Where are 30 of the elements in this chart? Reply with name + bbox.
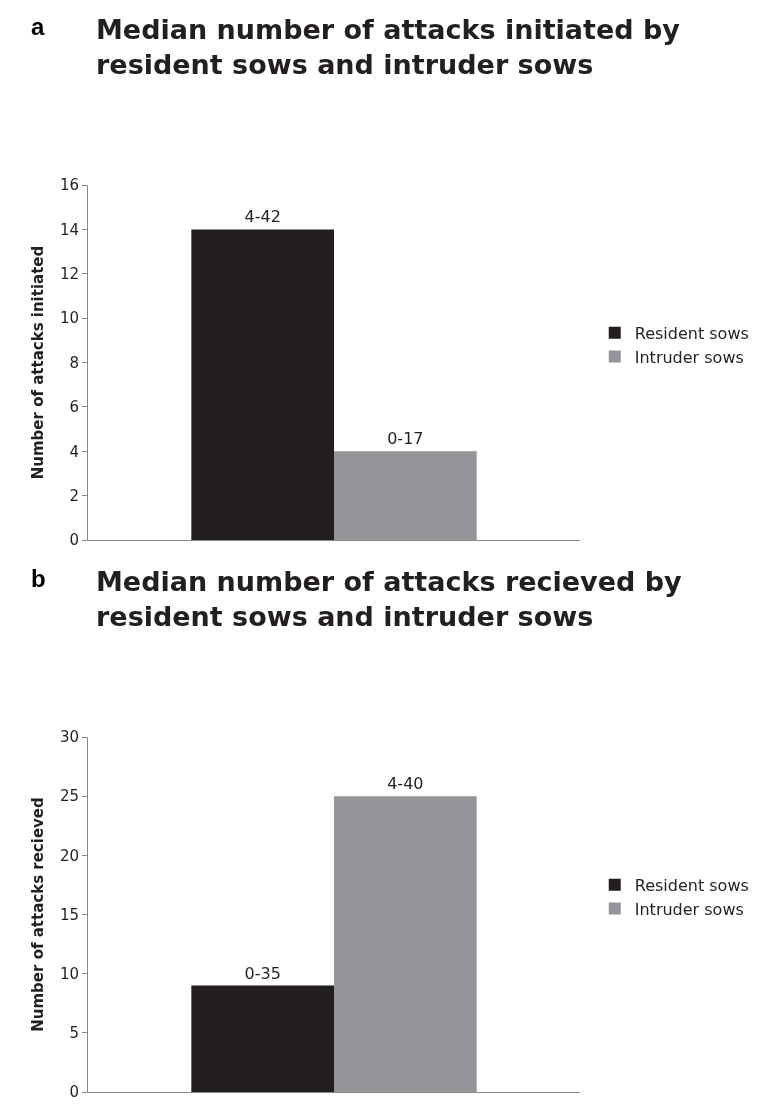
y-axis-title: Number of attacks initiated bbox=[29, 245, 48, 480]
y-tick-label: 6 bbox=[69, 398, 79, 417]
legend-label: Resident sows bbox=[634, 323, 749, 343]
y-tick-label: 0 bbox=[69, 531, 79, 550]
legend-label: Resident sows bbox=[634, 875, 749, 895]
y-tick-label: 10 bbox=[59, 309, 79, 328]
data-label: 4-42 bbox=[244, 207, 281, 227]
y-tick-label: 15 bbox=[59, 905, 79, 924]
y-tick-label: 14 bbox=[59, 220, 79, 239]
y-tick-label: 20 bbox=[59, 846, 79, 865]
chart-title: Median number of attacks initiated by resident sows and intruder sows bbox=[96, 13, 681, 80]
y-tick-label: 25 bbox=[59, 787, 79, 806]
y-axis-title: Number of attacks recieved bbox=[29, 797, 48, 1032]
chart-title: Median number of attacks recieved by resident sows and intruder sows bbox=[96, 565, 683, 632]
y-tick-label: 4 bbox=[69, 442, 79, 461]
text: b bbox=[31, 565, 46, 592]
y-tick-label: 5 bbox=[69, 1024, 79, 1043]
data-label: 0-35 bbox=[244, 963, 281, 983]
y-tick-label: 12 bbox=[59, 265, 79, 283]
y-tick-label: 30 bbox=[59, 728, 79, 747]
text: a bbox=[31, 13, 45, 40]
y-tick-label: 2 bbox=[69, 486, 79, 505]
y-tick-label: 0 bbox=[69, 1083, 79, 1102]
y-tick-label: 10 bbox=[59, 964, 79, 983]
y-tick-label: 8 bbox=[69, 353, 79, 372]
data-label: 0-17 bbox=[387, 429, 424, 449]
legend-label: Intruder sows bbox=[634, 347, 744, 367]
y-tick-label: 16 bbox=[59, 176, 79, 195]
data-label: 4-40 bbox=[387, 774, 424, 794]
legend-label: Intruder sows bbox=[634, 899, 744, 919]
